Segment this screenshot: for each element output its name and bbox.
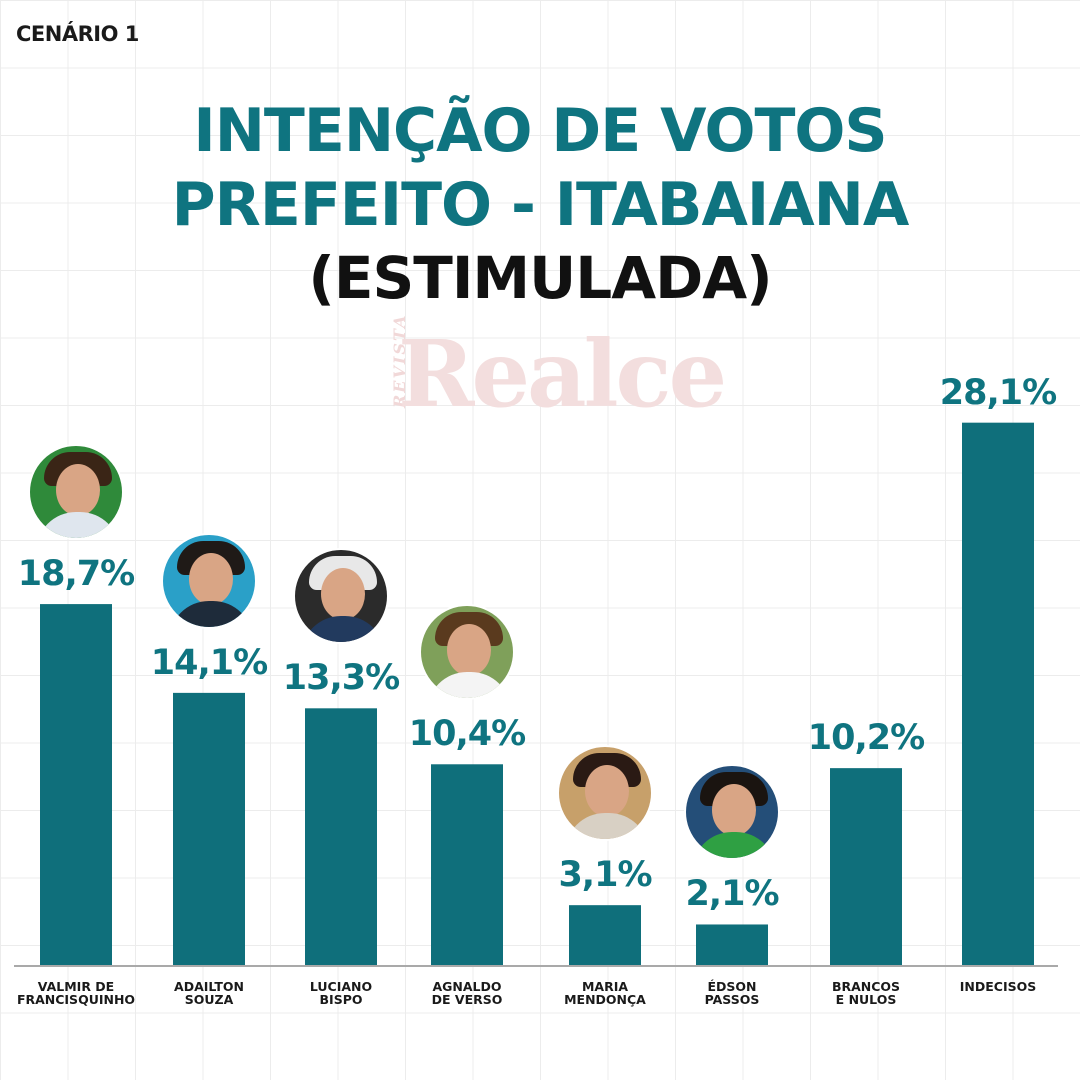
value-label-7: 28,1% [939, 372, 1057, 413]
photo-shirt [692, 832, 776, 859]
bar-2 [305, 708, 377, 965]
category-label-2: LUCIANO BISPO [276, 980, 406, 1006]
category-label-1: ADAILTON SOUZA [144, 980, 274, 1006]
category-label-line: VALMIR DE [37, 979, 115, 994]
photo-face [585, 765, 629, 818]
category-label-line: E NULOS [835, 992, 897, 1007]
photo-shirt [36, 512, 120, 539]
bar-0 [40, 604, 112, 965]
watermark-logo: REVISTA Realce [390, 314, 727, 440]
category-label-line: SOUZA [184, 992, 234, 1007]
bar-7 [962, 422, 1034, 965]
category-label-line: MARIA [581, 979, 629, 994]
category-label-line: FRANCISQUINHO [16, 992, 136, 1007]
candidate-photo-4 [557, 745, 653, 842]
category-label-3: AGNALDO DE VERSO [402, 980, 532, 1006]
candidate-photo-3 [419, 604, 515, 701]
category-label-0: VALMIR DE FRANCISQUINHO [11, 980, 141, 1006]
chart-title-line-3: (ESTIMULADA) [308, 244, 772, 312]
value-label-2: 13,3% [282, 658, 400, 699]
category-label-line: ÉDSON [707, 979, 757, 994]
photo-shirt [565, 813, 649, 840]
category-label-line: ADAILTON [174, 979, 244, 994]
candidate-photo-5 [684, 764, 780, 861]
value-label-5: 2,1% [685, 874, 779, 915]
category-label-line: INDECISOS [959, 979, 1037, 994]
category-label-line: BISPO [319, 992, 363, 1007]
category-label-line: PASSOS [704, 992, 760, 1007]
category-label-7: INDECISOS [933, 980, 1063, 993]
bar-1 [173, 692, 245, 965]
category-label-6: BRANCOS E NULOS [801, 980, 931, 1006]
category-label-5: ÉDSON PASSOS [667, 980, 797, 1006]
photo-shirt [301, 616, 385, 643]
category-label-line: AGNALDO [432, 979, 502, 994]
photo-face [56, 464, 100, 517]
photo-shirt [427, 672, 511, 699]
category-label-line: BRANCOS [831, 979, 901, 994]
bar-5 [696, 924, 768, 965]
value-label-1: 14,1% [150, 642, 268, 683]
candidate-photo-2 [293, 548, 389, 645]
value-label-6: 10,2% [807, 718, 925, 759]
value-label-3: 10,4% [408, 714, 526, 755]
category-label-line: MENDONÇA [564, 992, 646, 1007]
photo-face [321, 568, 365, 621]
category-label-4: MARIA MENDONÇA [540, 980, 670, 1006]
candidate-photo-1 [161, 532, 257, 629]
value-label-4: 3,1% [558, 855, 652, 896]
photo-shirt [169, 600, 253, 627]
chart-title-line-1: INTENÇÃO DE VOTOS [193, 96, 887, 166]
bar-4 [569, 905, 641, 965]
bar-3 [431, 764, 503, 965]
scenario-label: CENÁRIO 1 [16, 22, 139, 46]
photo-face [189, 552, 233, 605]
bar-6 [830, 768, 902, 965]
candidate-photo-0 [28, 444, 124, 541]
value-label-0: 18,7% [17, 554, 135, 595]
photo-face [447, 624, 491, 677]
watermark-big-text: Realce [398, 320, 727, 428]
chart-title-line-2: PREFEITO - ITABAIANA [171, 170, 910, 240]
category-label-line: DE VERSO [431, 992, 503, 1007]
photo-face [712, 784, 756, 837]
category-label-line: LUCIANO [309, 979, 373, 994]
